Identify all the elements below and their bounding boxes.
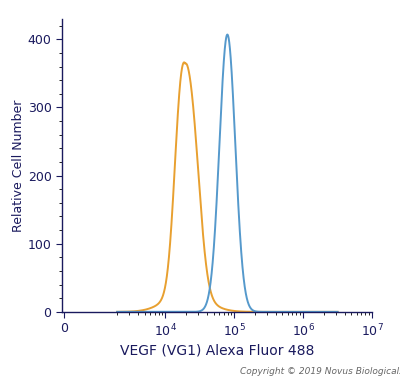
X-axis label: VEGF (VG1) Alexa Fluor 488: VEGF (VG1) Alexa Fluor 488 <box>120 343 314 357</box>
Y-axis label: Relative Cell Number: Relative Cell Number <box>12 99 25 232</box>
Text: Copyright © 2019 Novus Biologicals: Copyright © 2019 Novus Biologicals <box>240 367 400 376</box>
